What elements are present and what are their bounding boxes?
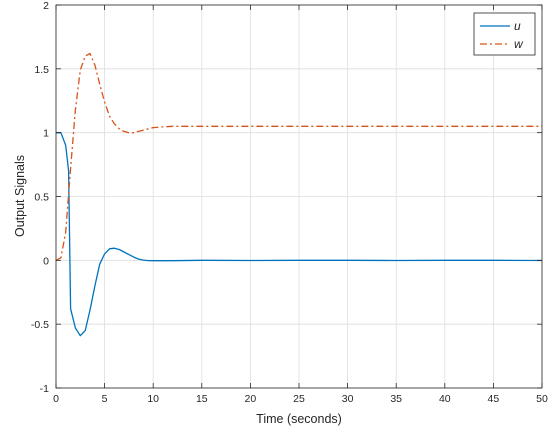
- series-line-w: [55, 52, 542, 261]
- x-tick-label: 40: [439, 393, 451, 405]
- legend-label-u: u: [514, 19, 521, 33]
- x-tick-label: 50: [536, 393, 548, 405]
- x-tick-label: 25: [293, 393, 305, 405]
- x-tick-label: 20: [245, 393, 257, 405]
- x-tick-label: 10: [147, 393, 159, 405]
- x-tick-label: 30: [342, 393, 354, 405]
- x-tick-label: 0: [53, 393, 59, 405]
- y-tick-label: 0.5: [34, 192, 49, 204]
- y-tick-label: 2: [43, 0, 49, 12]
- x-axis-label: Time (seconds): [256, 412, 342, 426]
- x-tick-label: 15: [196, 393, 208, 405]
- y-tick-label: 0: [43, 255, 49, 267]
- y-tick-label: 1.5: [34, 64, 49, 76]
- legend: u w: [473, 12, 536, 56]
- x-tick-label: 35: [390, 393, 402, 405]
- x-tick-label: 45: [488, 393, 500, 405]
- x-tick-label: 5: [102, 393, 108, 405]
- series-line-u: [56, 132, 543, 337]
- legend-label-w: w: [514, 37, 524, 51]
- y-axis-label: Output Signals: [13, 155, 27, 237]
- y-tick-label: -1: [40, 383, 49, 395]
- y-tick-label: 1: [43, 128, 49, 140]
- y-tick-label: -0.5: [31, 319, 49, 331]
- series-layer: [55, 52, 543, 337]
- axis-ticks: [55, 4, 543, 389]
- legend-box: [473, 12, 536, 56]
- tick-labels: 0 5 10 15 20 25 30 35 40 45 50 -1 -0.5 0 0.5 1 1.5 2: [31, 0, 548, 405]
